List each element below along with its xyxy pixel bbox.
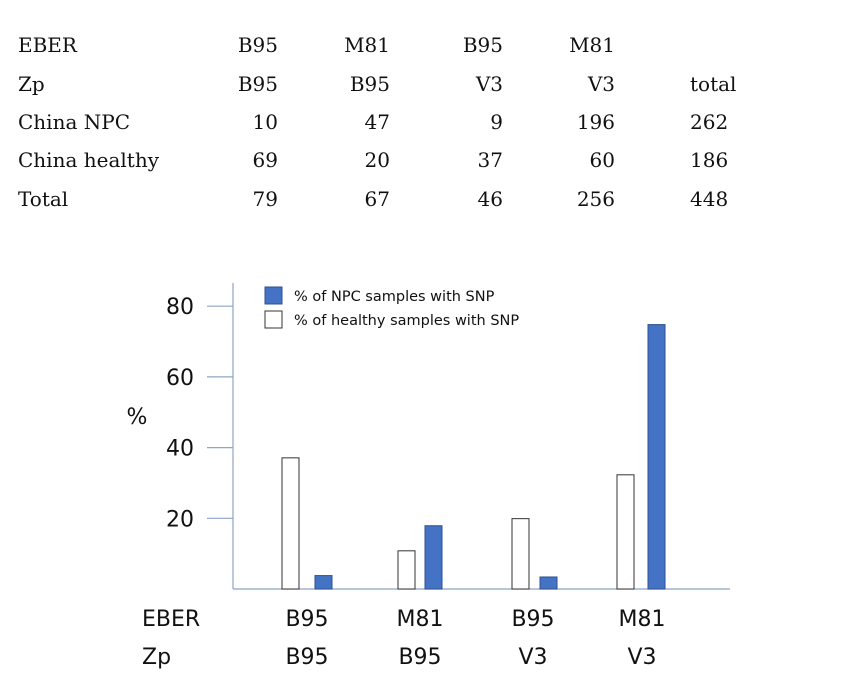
table-row-label: China NPC [18, 110, 131, 134]
table-cell: 262 [690, 110, 729, 134]
table-cell: B95 [237, 72, 278, 96]
y-tick-label: 40 [166, 437, 194, 462]
x-row-label: Zp [142, 645, 171, 670]
table-cell: 10 [252, 110, 278, 134]
table-cell: 60 [589, 148, 615, 172]
bar-npc [314, 575, 333, 590]
table-cell: 9 [490, 110, 503, 134]
table-cell: B95 [349, 72, 390, 96]
y-tick-label: 60 [166, 366, 194, 391]
table-cell: 37 [477, 148, 503, 172]
legend-swatch [264, 286, 283, 305]
x-tick-label-eber: B95 [511, 607, 554, 632]
legend-swatch [264, 310, 283, 329]
bar-npc [424, 525, 443, 590]
table-row-label: Zp [18, 72, 45, 96]
bar-healthy [616, 474, 635, 590]
table-row-label: Total [18, 187, 69, 211]
y-tick-label: 20 [166, 507, 194, 532]
table-cell: 448 [690, 187, 729, 211]
x-tick-label-zp: B95 [285, 645, 328, 670]
table-cell: 196 [576, 110, 615, 134]
table-row-label: China healthy [18, 148, 159, 172]
table-cell: 20 [364, 148, 390, 172]
table-cell: 46 [477, 187, 503, 211]
bar-npc [647, 324, 666, 590]
table-cell: B95 [462, 33, 503, 57]
x-tick-label-eber: M81 [619, 607, 666, 632]
frequency-table: EBER B95 M81 B95 M81 Zp B95 B95 V3 V3 total China N… [0, 0, 850, 230]
table-cell: M81 [344, 33, 390, 57]
table-cell: total [690, 72, 737, 96]
legend-entry: % of NPC samples with SNP [294, 289, 495, 305]
bar-npc [539, 576, 558, 590]
table-cell: B95 [237, 33, 278, 57]
table-cell: 79 [252, 187, 278, 211]
bar-healthy [397, 550, 416, 590]
bar-healthy [281, 457, 300, 590]
table-cell: 69 [252, 148, 278, 172]
table-cell: V3 [475, 72, 503, 96]
x-tick-label-eber: M81 [397, 607, 444, 632]
table-cell: 67 [364, 187, 390, 211]
x-tick-label-zp: B95 [398, 645, 441, 670]
x-row-label: EBER [142, 607, 200, 632]
table-cell: 256 [576, 187, 615, 211]
table-cell: V3 [587, 72, 615, 96]
x-tick-label-zp: V3 [627, 645, 656, 670]
table-row-label: EBER [18, 33, 77, 57]
bar-healthy [511, 518, 530, 590]
x-tick-label-zp: V3 [518, 645, 547, 670]
x-tick-label-eber: B95 [285, 607, 328, 632]
table-cell: 47 [364, 110, 390, 134]
legend-entry: % of healthy samples with SNP [294, 313, 519, 329]
y-tick-label: 80 [166, 295, 194, 320]
table-cell: M81 [569, 33, 615, 57]
y-axis-label: % [127, 405, 148, 430]
table-cell: 186 [690, 148, 729, 172]
